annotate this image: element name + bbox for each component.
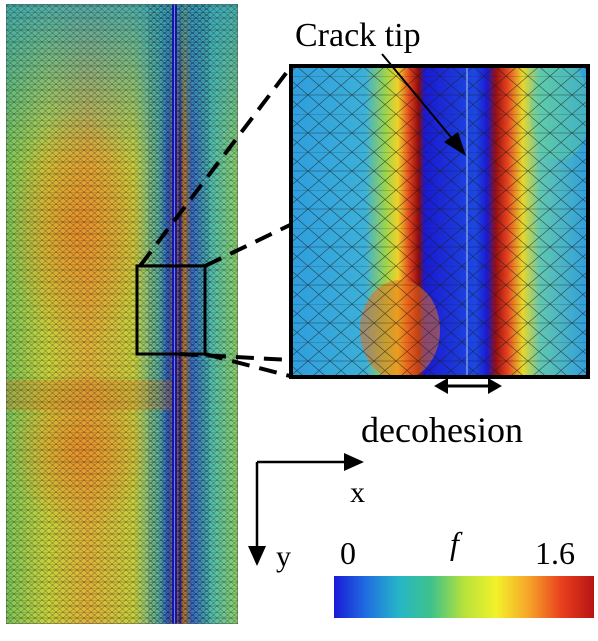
zoom-panel-frame <box>289 64 590 379</box>
specimen-mesh <box>6 4 238 624</box>
decohesion-label: decohesion <box>361 410 523 450</box>
crack-tip-label: Crack tip <box>295 17 421 54</box>
colorbar-max-label: 1.6 <box>535 535 575 571</box>
colorbar <box>334 576 594 618</box>
colorbar-min-label: 0 <box>340 535 356 571</box>
decohesion-arrow <box>434 378 502 394</box>
zoom-panel <box>291 66 588 377</box>
crack-tip-arrow <box>381 53 466 156</box>
zoom-connector-lines <box>138 66 292 378</box>
axis-x-label: x <box>350 476 365 509</box>
zoom-region-box <box>135 264 207 356</box>
colorbar-symbol: f <box>450 525 463 561</box>
axis-y-label: y <box>276 540 291 573</box>
coordinate-axes <box>248 453 364 566</box>
